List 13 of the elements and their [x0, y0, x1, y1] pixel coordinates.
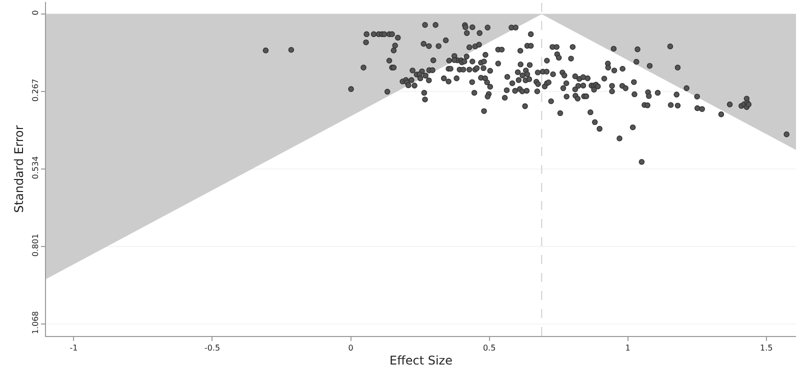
x-tick-label: 0.5: [482, 344, 496, 353]
y-tick-label: 0.267: [30, 78, 40, 102]
y-tick-label: 1.068: [30, 311, 40, 334]
x-axis-title: Effect Size: [390, 354, 452, 368]
x-tick-label: -0.5: [204, 344, 220, 353]
y-tick-label: 0.801: [30, 234, 40, 257]
x-tick-label: 1: [625, 344, 630, 353]
x-tick-label: -1: [70, 344, 78, 353]
x-tick-label: 1.5: [760, 344, 773, 353]
x-tick-label: 0: [348, 344, 354, 353]
y-tick-label: 0.534: [30, 156, 40, 180]
y-axis-title: Standard Error: [12, 125, 26, 213]
y-tick-label: 0: [30, 10, 40, 16]
